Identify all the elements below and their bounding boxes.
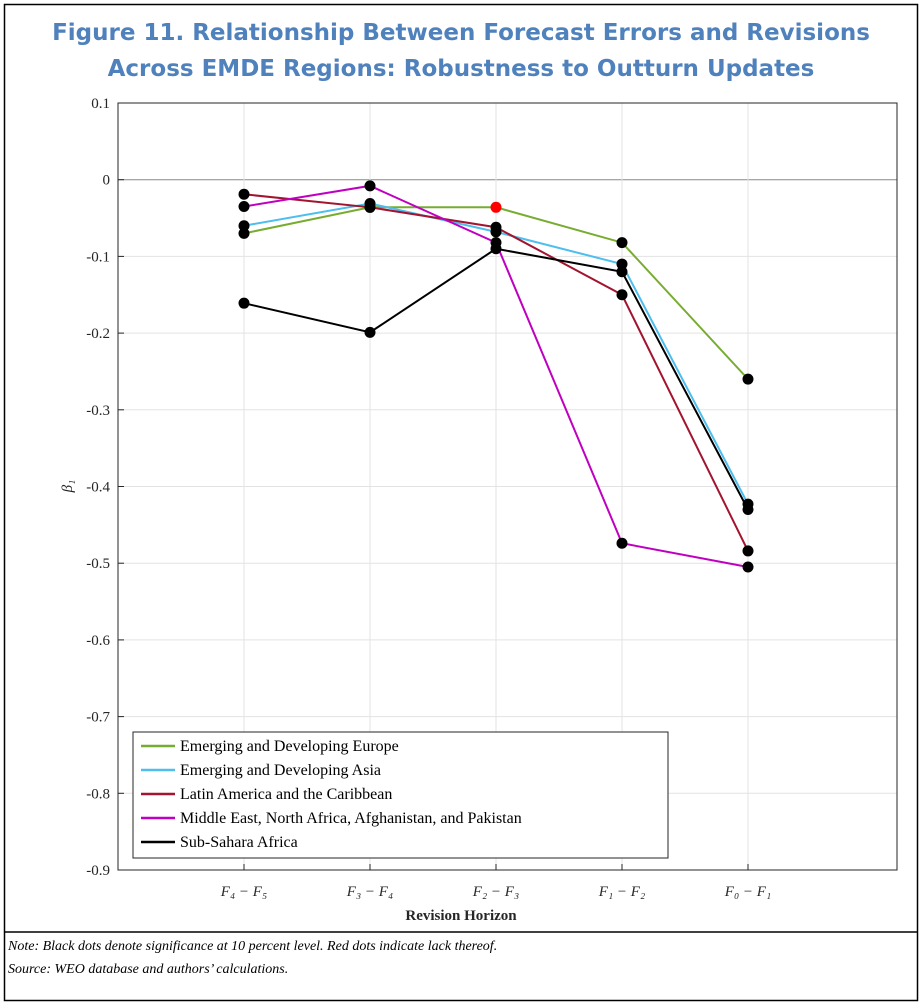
data-point [238,188,250,200]
chart-title: Figure 11. Relationship Between Forecast… [52,20,870,46]
y-tick-label: -0.4 [86,480,110,496]
note: Note: Black dots denote significance at … [7,939,497,954]
x-tick-label: F₃ − F₄ [346,884,393,900]
note: Source: WEO database and authors’ calcul… [8,962,288,977]
data-point [490,201,502,213]
x-tick-label: F₄ − F₅ [220,884,267,900]
y-axis-label: β₁ [60,480,76,494]
data-point [238,220,250,232]
data-point [364,326,376,338]
legend-label: Emerging and Developing Europe [180,738,399,755]
legend-label: Emerging and Developing Asia [180,762,381,779]
chart-title: Across EMDE Regions: Robustness to Outtu… [108,56,815,82]
x-tick-label: F₁ − F₂ [598,884,645,900]
data-point [742,504,754,516]
y-tick-label: -0.1 [86,249,110,265]
legend-label: Latin America and the Caribbean [180,786,392,803]
y-tick-label: -0.9 [86,863,110,879]
y-tick-label: 0.1 [91,96,110,112]
data-point [742,373,754,385]
y-tick-label: -0.5 [86,556,110,572]
axes-box [117,102,898,871]
data-point [238,201,250,213]
data-point [364,201,376,213]
legend-box [132,731,669,859]
y-tick-label: 0 [103,173,111,189]
data-point [490,243,502,255]
y-tick-label: -0.8 [86,786,110,802]
data-point [364,180,376,192]
y-tick-label: -0.2 [86,326,110,342]
legend-label: Sub-Sahara Africa [180,834,298,851]
data-point [616,266,628,278]
data-point [616,237,628,249]
y-tick-label: -0.6 [86,633,110,649]
data-point [238,297,250,309]
frame [3,3,919,1002]
x-axis-label: Revision Horizon [405,908,517,924]
data-point [490,221,502,233]
x-tick-label: F₀ − F₁ [724,884,771,900]
y-tick-label: -0.3 [86,403,110,419]
data-point [616,258,628,270]
data-point [616,289,628,301]
data-point [616,537,628,549]
data-point [742,561,754,573]
x-tick-label: F₂ − F₃ [472,884,519,900]
data-point [238,227,250,239]
legend-label: Middle East, North Africa, Afghanistan, … [180,810,522,827]
data-point [742,545,754,557]
y-tick-label: -0.7 [86,710,110,726]
